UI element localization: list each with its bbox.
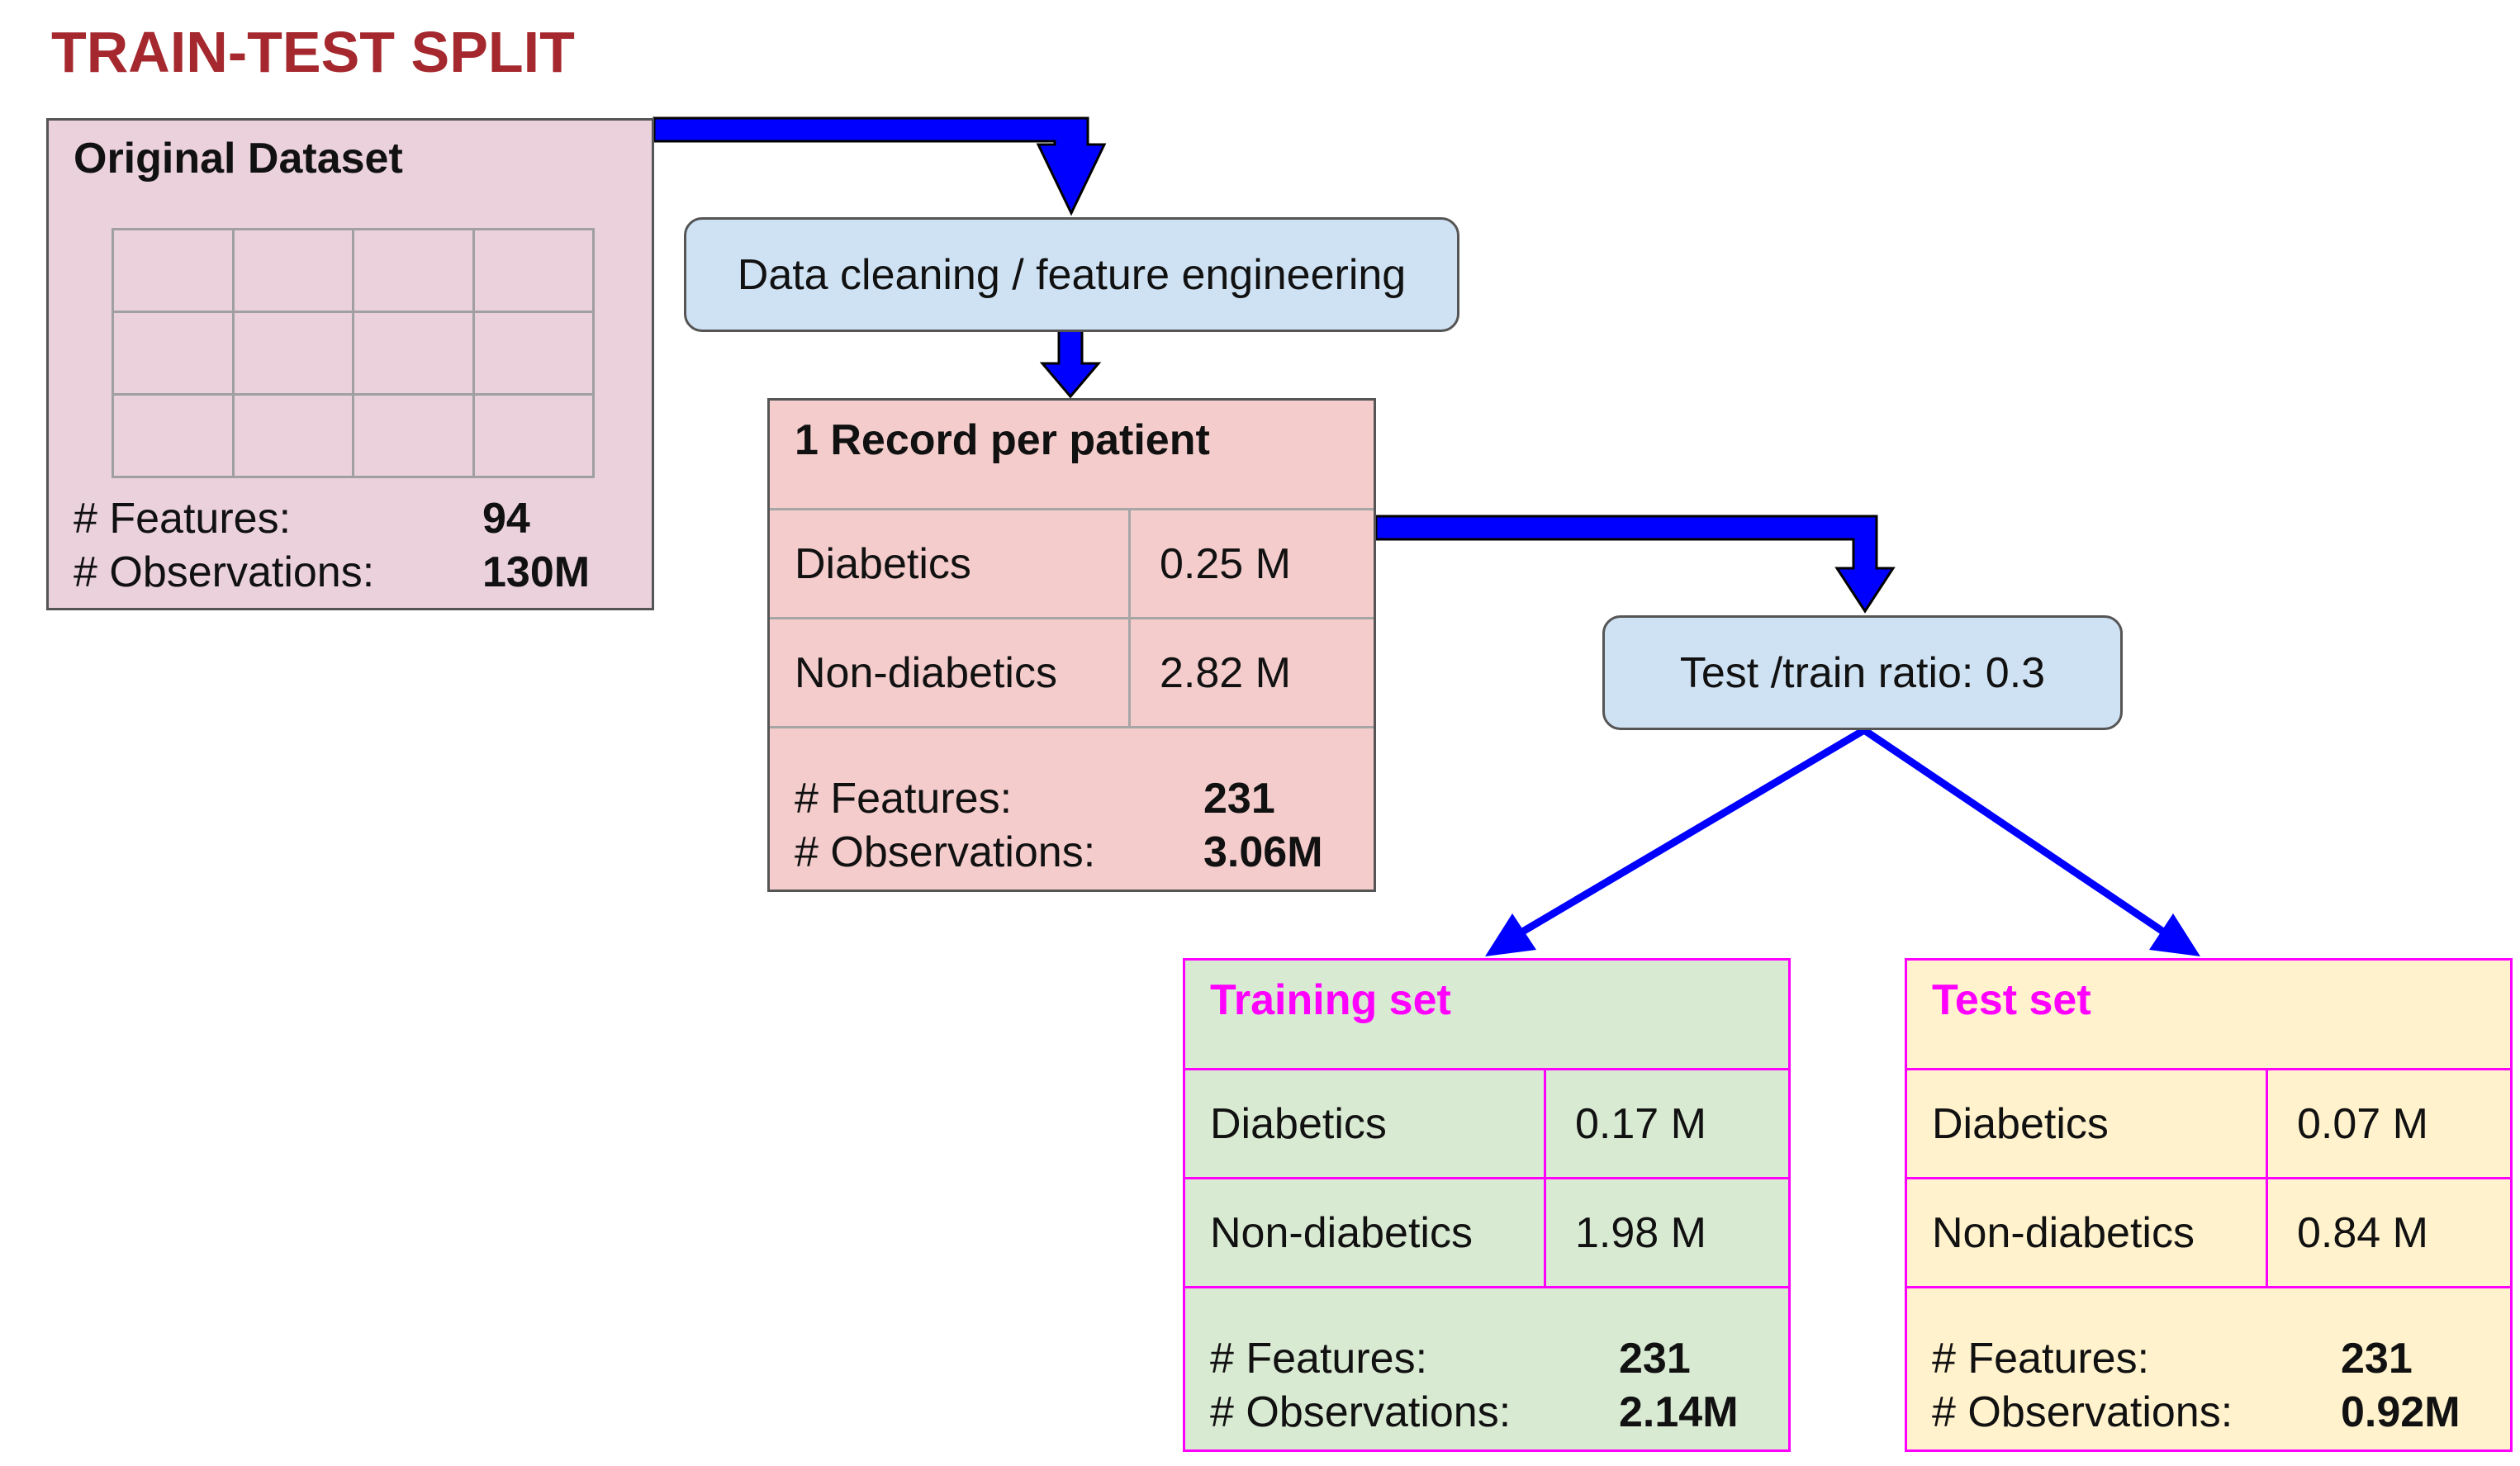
- row-value: 0.17 M: [1575, 1099, 1706, 1148]
- arrow-record-to-split: [1374, 515, 1896, 614]
- original-observations-label: # Observations:: [74, 548, 375, 596]
- record-title-row: 1 Record per patient: [770, 401, 1374, 510]
- training-observations-value: 2.14M: [1619, 1388, 1739, 1436]
- record-title: 1 Record per patient: [795, 416, 1210, 464]
- row-value: 0.25 M: [1160, 539, 1291, 588]
- test-features-value: 231: [2341, 1335, 2413, 1383]
- row-label: Diabetics: [1932, 1099, 2109, 1148]
- training-observations-stat: # Observations: 2.14M: [1210, 1386, 1739, 1439]
- test-features-label: # Features:: [1932, 1335, 2150, 1383]
- record-features-stat: # Features: 231: [795, 772, 1275, 825]
- row-value: 0.07 M: [2297, 1099, 2428, 1148]
- cleaning-step-label: Data cleaning / feature engineering: [737, 250, 1407, 299]
- row-label: Diabetics: [1210, 1099, 1387, 1148]
- table-row: Non-diabetics 2.82 M: [770, 619, 1374, 728]
- original-observations-stat: # Observations: 130M: [74, 546, 590, 599]
- table-row: Diabetics 0.07 M: [1907, 1070, 2510, 1179]
- test-observations-value: 0.92M: [2341, 1388, 2461, 1436]
- table-row: Diabetics 0.17 M: [1185, 1070, 1788, 1179]
- row-label: Diabetics: [795, 539, 971, 588]
- training-features-label: # Features:: [1210, 1335, 1428, 1383]
- row-label: Non-diabetics: [1210, 1208, 1473, 1257]
- test-observations-label: # Observations:: [1932, 1388, 2233, 1436]
- arrow-split-to-training-head: [1485, 913, 1536, 956]
- record-observations-stat: # Observations: 3.06M: [795, 826, 1323, 879]
- page-title: TRAIN-TEST SPLIT: [51, 20, 575, 84]
- training-set-title: Training set: [1210, 976, 1451, 1024]
- test-title-row: Test set: [1907, 961, 2510, 1070]
- record-observations-label: # Observations:: [795, 828, 1096, 876]
- record-features-value: 231: [1203, 775, 1275, 823]
- original-observations-value: 130M: [482, 548, 591, 596]
- original-dataset-box: Original Dataset # Features: 94 # Observ…: [46, 118, 654, 610]
- test-features-stat: # Features: 231: [1932, 1332, 2413, 1385]
- original-features-stat: # Features: 94: [74, 492, 530, 545]
- row-value: 1.98 M: [1575, 1208, 1706, 1257]
- training-features-stat: # Features: 231: [1210, 1332, 1691, 1385]
- row-value: 0.84 M: [2297, 1208, 2428, 1257]
- training-title-row: Training set: [1185, 961, 1788, 1070]
- arrow-split-to-training-line: [1517, 727, 1867, 937]
- original-features-value: 94: [482, 495, 530, 543]
- training-set-box: Training set Diabetics 0.17 M Non-diabet…: [1183, 958, 1791, 1452]
- training-observations-label: # Observations:: [1210, 1388, 1512, 1436]
- split-ratio-label: Test /train ratio: 0.3: [1679, 648, 2046, 697]
- record-observations-value: 3.06M: [1203, 828, 1323, 876]
- training-features-value: 231: [1619, 1335, 1691, 1383]
- record-features-label: # Features:: [795, 775, 1013, 823]
- arrow-split-to-test-line: [1862, 727, 2168, 937]
- arrow-split-to-test-head: [2149, 913, 2200, 956]
- split-ratio-box: Test /train ratio: 0.3: [1602, 615, 2123, 730]
- table-row: Non-diabetics 1.98 M: [1185, 1179, 1788, 1288]
- record-per-patient-box: 1 Record per patient Diabetics 0.25 M No…: [767, 398, 1376, 892]
- row-label: Non-diabetics: [795, 648, 1057, 697]
- table-row: Non-diabetics 0.84 M: [1907, 1179, 2510, 1288]
- dataset-grid-icon: [112, 228, 595, 478]
- arrow-original-to-cleaning: [653, 116, 1107, 216]
- arrow-cleaning-to-record: [1039, 327, 1102, 399]
- row-label: Non-diabetics: [1932, 1208, 2195, 1257]
- test-observations-stat: # Observations: 0.92M: [1932, 1386, 2461, 1439]
- row-value: 2.82 M: [1160, 648, 1291, 697]
- original-features-label: # Features:: [74, 495, 292, 543]
- test-set-title: Test set: [1932, 976, 2091, 1024]
- original-dataset-title: Original Dataset: [74, 135, 403, 183]
- table-row: Diabetics 0.25 M: [770, 510, 1374, 619]
- test-set-box: Test set Diabetics 0.07 M Non-diabetics …: [1905, 958, 2513, 1452]
- cleaning-step-box: Data cleaning / feature engineering: [684, 217, 1459, 332]
